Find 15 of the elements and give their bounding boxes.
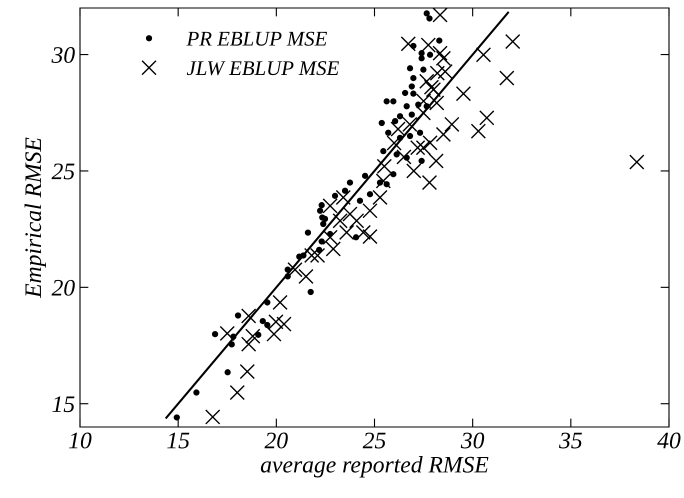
legend-label: JLW EBLUP MSE — [186, 61, 339, 76]
y-tick-label: 30 — [51, 47, 75, 63]
y-tick-label: 25 — [52, 164, 74, 180]
y-axis-title: Empirical RMSE — [24, 138, 46, 298]
legend-label: PR EBLUP MSE — [186, 32, 328, 46]
x-tick-label: 20 — [264, 432, 288, 448]
x-axis-title: average reported RMSE — [260, 456, 488, 478]
x-tick-label: 35 — [558, 432, 582, 448]
x-tick-label: 30 — [460, 432, 484, 448]
x-tick-label: 15 — [167, 432, 190, 448]
y-tick-label: 20 — [52, 280, 75, 296]
y-tick-label: 15 — [52, 396, 74, 412]
x-tick-label: 25 — [362, 432, 386, 448]
x-tick-label: 40 — [657, 432, 681, 448]
x-tick-label: 10 — [69, 432, 92, 448]
